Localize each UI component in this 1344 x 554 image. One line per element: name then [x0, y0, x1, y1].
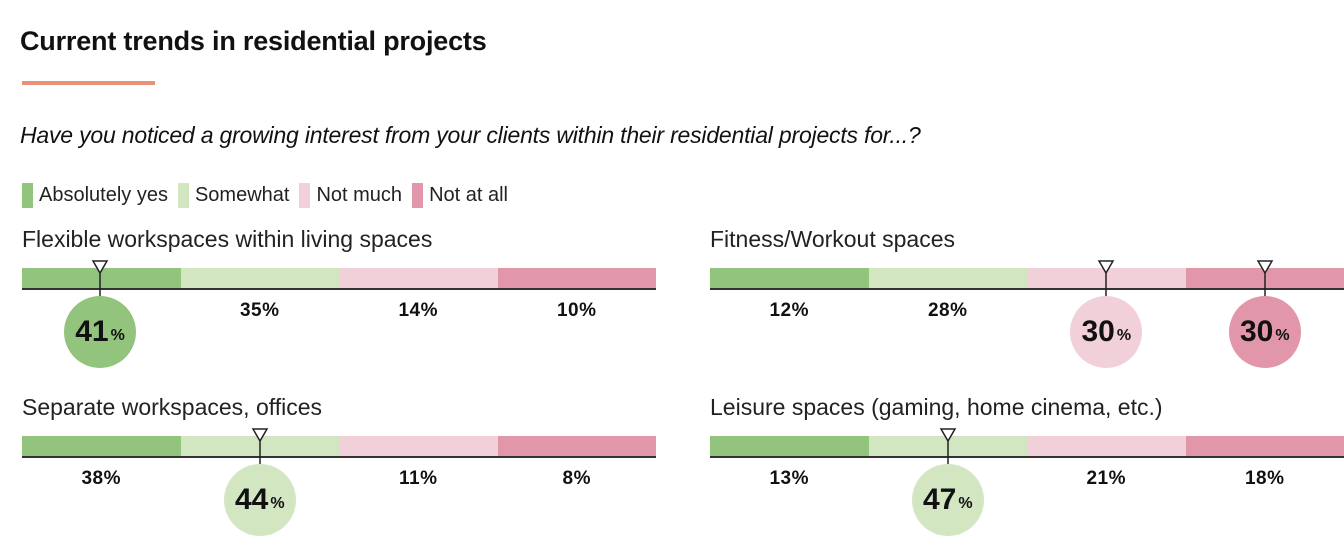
response-bar [710, 268, 1344, 290]
highlight-marker [91, 260, 109, 296]
bubble-unit: % [111, 327, 125, 345]
bar-segment-not-much [339, 268, 498, 288]
bubble-unit: % [958, 495, 972, 513]
bubble-unit: % [270, 495, 284, 513]
survey-question: Have you noticed a growing interest from… [20, 122, 921, 149]
bubble-value: 30 [1081, 315, 1114, 349]
highlight-marker [251, 428, 269, 464]
panel-separate-workspaces: Separate workspaces, offices 38% 44% 11% 8% [22, 394, 662, 554]
bar-segment-not-at-all [1186, 436, 1344, 456]
segment-label-not-at-all: 18% [1220, 468, 1310, 490]
segment-label-absolutely-yes: 12% [744, 300, 834, 322]
response-bar [22, 436, 656, 458]
value-bubble-somewhat: 44% [224, 464, 296, 536]
panel-title: Separate workspaces, offices [22, 394, 322, 421]
bar-segment-not-at-all [498, 268, 657, 288]
page-title: Current trends in residential projects [20, 26, 487, 57]
segment-label-absolutely-yes: 13% [744, 468, 834, 490]
segment-label-not-much: 14% [373, 300, 463, 322]
segment-label-somewhat: 35% [215, 300, 305, 322]
bar-segment-absolutely-yes [710, 436, 869, 456]
value-bubble-somewhat: 47% [912, 464, 984, 536]
bar-segment-not-much [1027, 436, 1186, 456]
response-bar [710, 436, 1344, 458]
bubble-value: 44 [235, 483, 268, 517]
bar-baseline [710, 456, 1344, 458]
title-underline [22, 81, 155, 85]
segment-label-not-much: 21% [1061, 468, 1151, 490]
response-bar [22, 268, 656, 290]
segment-label-somewhat: 28% [903, 300, 993, 322]
bar-baseline [22, 288, 656, 290]
panel-flexible-workspaces: Flexible workspaces within living spaces… [22, 226, 662, 386]
legend-label-not-at-all: Not at all [429, 184, 508, 207]
panel-title: Fitness/Workout spaces [710, 226, 955, 253]
segment-label-absolutely-yes: 38% [56, 468, 146, 490]
legend-label-not-much: Not much [316, 184, 402, 207]
bar-baseline [22, 456, 656, 458]
bubble-value: 47 [923, 483, 956, 517]
panel-fitness-spaces: Fitness/Workout spaces 12%28%30%30% [710, 226, 1344, 386]
bar-segment-not-at-all [498, 436, 657, 456]
highlight-marker [1256, 260, 1274, 296]
segment-label-not-at-all: 8% [532, 468, 622, 490]
panel-title: Leisure spaces (gaming, home cinema, etc… [710, 394, 1163, 421]
bubble-value: 30 [1240, 315, 1273, 349]
panel-leisure-spaces: Leisure spaces (gaming, home cinema, etc… [710, 394, 1344, 554]
bar-segment-somewhat [181, 268, 340, 288]
bar-segment-somewhat [869, 268, 1028, 288]
segment-label-not-at-all: 10% [532, 300, 622, 322]
value-bubble-not-much: 30% [1070, 296, 1142, 368]
legend-swatch-absolutely-yes [22, 183, 33, 208]
legend-swatch-not-at-all [412, 183, 423, 208]
highlight-marker [1097, 260, 1115, 296]
segment-label-not-much: 11% [373, 468, 463, 490]
highlight-marker [939, 428, 957, 464]
value-bubble-not-at-all: 30% [1229, 296, 1301, 368]
legend-label-somewhat: Somewhat [195, 184, 290, 207]
bar-segment-not-much [339, 436, 498, 456]
panel-title: Flexible workspaces within living spaces [22, 226, 432, 253]
legend-item-absolutely-yes: Absolutely yes [22, 183, 168, 208]
bubble-unit: % [1117, 327, 1131, 345]
bar-segment-absolutely-yes [710, 268, 869, 288]
chart-legend: Absolutely yes Somewhat Not much Not at … [22, 181, 518, 209]
bubble-unit: % [1275, 327, 1289, 345]
bar-baseline [710, 288, 1344, 290]
value-bubble-absolutely-yes: 41% [64, 296, 136, 368]
legend-swatch-not-much [299, 183, 310, 208]
legend-swatch-somewhat [178, 183, 189, 208]
bar-segment-absolutely-yes [22, 436, 181, 456]
legend-item-not-much: Not much [299, 183, 402, 208]
legend-item-not-at-all: Not at all [412, 183, 508, 208]
legend-item-somewhat: Somewhat [178, 183, 290, 208]
legend-label-absolutely-yes: Absolutely yes [39, 184, 168, 207]
bubble-value: 41 [75, 315, 108, 349]
